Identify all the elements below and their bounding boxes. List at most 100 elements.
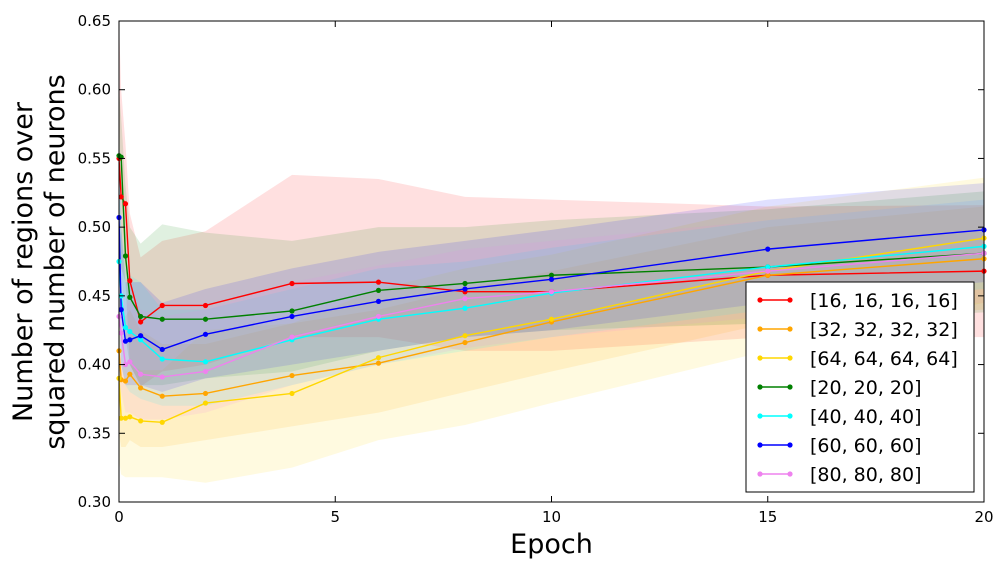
y-tick-label: 0.35 bbox=[78, 424, 111, 442]
band-series-2 bbox=[119, 177, 984, 483]
y-axis-title-line-2: squared number of neurons bbox=[40, 74, 71, 449]
legend-label: [32, 32, 32, 32] bbox=[810, 319, 958, 341]
point-series-5-6 bbox=[202, 331, 209, 337]
legend-label: [20, 20, 20] bbox=[810, 377, 922, 399]
point-series-3-4 bbox=[138, 313, 144, 320]
point-series-3-8 bbox=[375, 287, 382, 293]
point-series-6-1 bbox=[118, 330, 124, 336]
point-series-6-11 bbox=[765, 268, 771, 274]
point-series-5-1 bbox=[118, 307, 124, 313]
x-axis-title: Epoch bbox=[510, 529, 593, 560]
point-series-6-2 bbox=[122, 361, 129, 368]
legend-label: [16, 16, 16, 16] bbox=[810, 290, 958, 312]
point-series-6-3 bbox=[127, 359, 133, 365]
point-series-3-2 bbox=[122, 253, 129, 259]
point-series-1-9 bbox=[462, 339, 468, 346]
legend: [16, 16, 16, 16] [32, 32, 32, 32] [64, 64,… bbox=[745, 281, 975, 493]
x-tick-label: 20 bbox=[974, 508, 993, 526]
point-series-6-9 bbox=[462, 296, 468, 302]
y-tick-label: 0.55 bbox=[78, 149, 111, 167]
legend-swatch-marker bbox=[787, 442, 793, 448]
point-series-0-3 bbox=[127, 278, 133, 284]
point-series-6-10 bbox=[548, 289, 555, 295]
legend-swatch-marker bbox=[787, 471, 793, 477]
point-series-5-4 bbox=[138, 333, 144, 339]
point-series-2-5 bbox=[159, 419, 165, 425]
point-series-5-9 bbox=[462, 286, 468, 292]
point-series-5-10 bbox=[548, 276, 555, 282]
legend-swatch-marker bbox=[757, 297, 763, 303]
legend-swatch-marker bbox=[757, 355, 763, 361]
point-series-4-4 bbox=[138, 337, 144, 343]
point-series-2-1 bbox=[118, 415, 124, 421]
point-series-0-2 bbox=[122, 201, 129, 207]
point-series-1-3 bbox=[127, 371, 133, 377]
point-series-6-6 bbox=[202, 368, 209, 375]
point-series-6-8 bbox=[375, 313, 382, 320]
legend-swatch-marker bbox=[757, 384, 763, 390]
legend-label: [60, 60, 60] bbox=[810, 435, 922, 457]
y-tick-label: 0.40 bbox=[78, 356, 111, 374]
legend-label: [40, 40, 40] bbox=[810, 406, 922, 428]
point-series-1-11 bbox=[765, 272, 771, 278]
legend-swatch-marker bbox=[787, 384, 793, 390]
legend-swatch-marker bbox=[757, 326, 763, 332]
point-series-6-4 bbox=[138, 371, 144, 377]
point-series-2-9 bbox=[462, 333, 468, 339]
x-tick-label: 5 bbox=[330, 508, 340, 526]
point-series-6-7 bbox=[289, 334, 295, 340]
point-series-3-5 bbox=[159, 316, 165, 322]
legend-swatch-marker bbox=[757, 413, 763, 419]
legend-swatch-marker bbox=[757, 471, 763, 477]
point-series-2-7 bbox=[289, 390, 295, 397]
point-series-1-2 bbox=[122, 378, 129, 384]
x-tick-label: 0 bbox=[114, 508, 124, 526]
point-series-5-7 bbox=[289, 313, 295, 320]
point-series-0-7 bbox=[289, 280, 295, 287]
point-series-2-10 bbox=[548, 316, 555, 322]
x-tick-label: 15 bbox=[758, 508, 777, 526]
point-series-0-1 bbox=[118, 194, 124, 200]
legend-swatch-marker bbox=[787, 297, 793, 303]
point-series-3-3 bbox=[127, 294, 133, 300]
legend-label: [80, 80, 80] bbox=[810, 464, 922, 486]
point-series-2-2 bbox=[122, 415, 129, 421]
point-series-4-5 bbox=[159, 356, 165, 362]
point-series-5-5 bbox=[159, 346, 165, 353]
y-axis-title-line-1: Number of regions over bbox=[8, 101, 39, 422]
point-series-5-3 bbox=[127, 337, 133, 343]
legend-swatch-marker bbox=[787, 355, 793, 361]
point-series-1-4 bbox=[138, 385, 144, 391]
band-series-6 bbox=[119, 199, 984, 420]
y-axis: 0.30 0.35 0.40 0.45 0.50 0.55 0.60 0.65 bbox=[78, 12, 984, 511]
point-series-0-4 bbox=[138, 319, 144, 325]
point-series-1-6 bbox=[202, 390, 209, 397]
point-series-6-5 bbox=[159, 374, 165, 380]
point-series-5-8 bbox=[375, 298, 382, 304]
y-tick-label: 0.30 bbox=[78, 493, 111, 511]
point-series-1-5 bbox=[159, 393, 165, 399]
point-series-3-10 bbox=[548, 272, 555, 278]
legend-swatch-marker bbox=[787, 326, 793, 332]
y-tick-label: 0.45 bbox=[78, 287, 111, 305]
legend-swatch-marker bbox=[787, 413, 793, 419]
point-series-5-11 bbox=[765, 246, 771, 252]
legend-label: [64, 64, 64, 64] bbox=[810, 348, 958, 370]
legend-swatch-marker bbox=[757, 442, 763, 448]
band-series-4 bbox=[119, 185, 984, 406]
point-series-1-7 bbox=[289, 372, 295, 379]
point-series-2-8 bbox=[375, 355, 382, 361]
point-series-5-2 bbox=[122, 338, 129, 344]
point-series-2-6 bbox=[202, 400, 209, 406]
point-series-4-6 bbox=[202, 359, 209, 365]
y-tick-label: 0.60 bbox=[78, 81, 111, 99]
point-series-4-2 bbox=[122, 324, 129, 331]
point-series-3-7 bbox=[289, 308, 295, 314]
y-tick-label: 0.50 bbox=[78, 218, 111, 236]
y-tick-label: 0.65 bbox=[78, 12, 111, 30]
point-series-0-5 bbox=[159, 302, 165, 309]
point-series-2-3 bbox=[127, 414, 133, 420]
point-series-0-6 bbox=[202, 302, 209, 309]
point-series-2-4 bbox=[138, 418, 144, 424]
x-axis: 0 5 10 15 20 bbox=[114, 21, 994, 526]
